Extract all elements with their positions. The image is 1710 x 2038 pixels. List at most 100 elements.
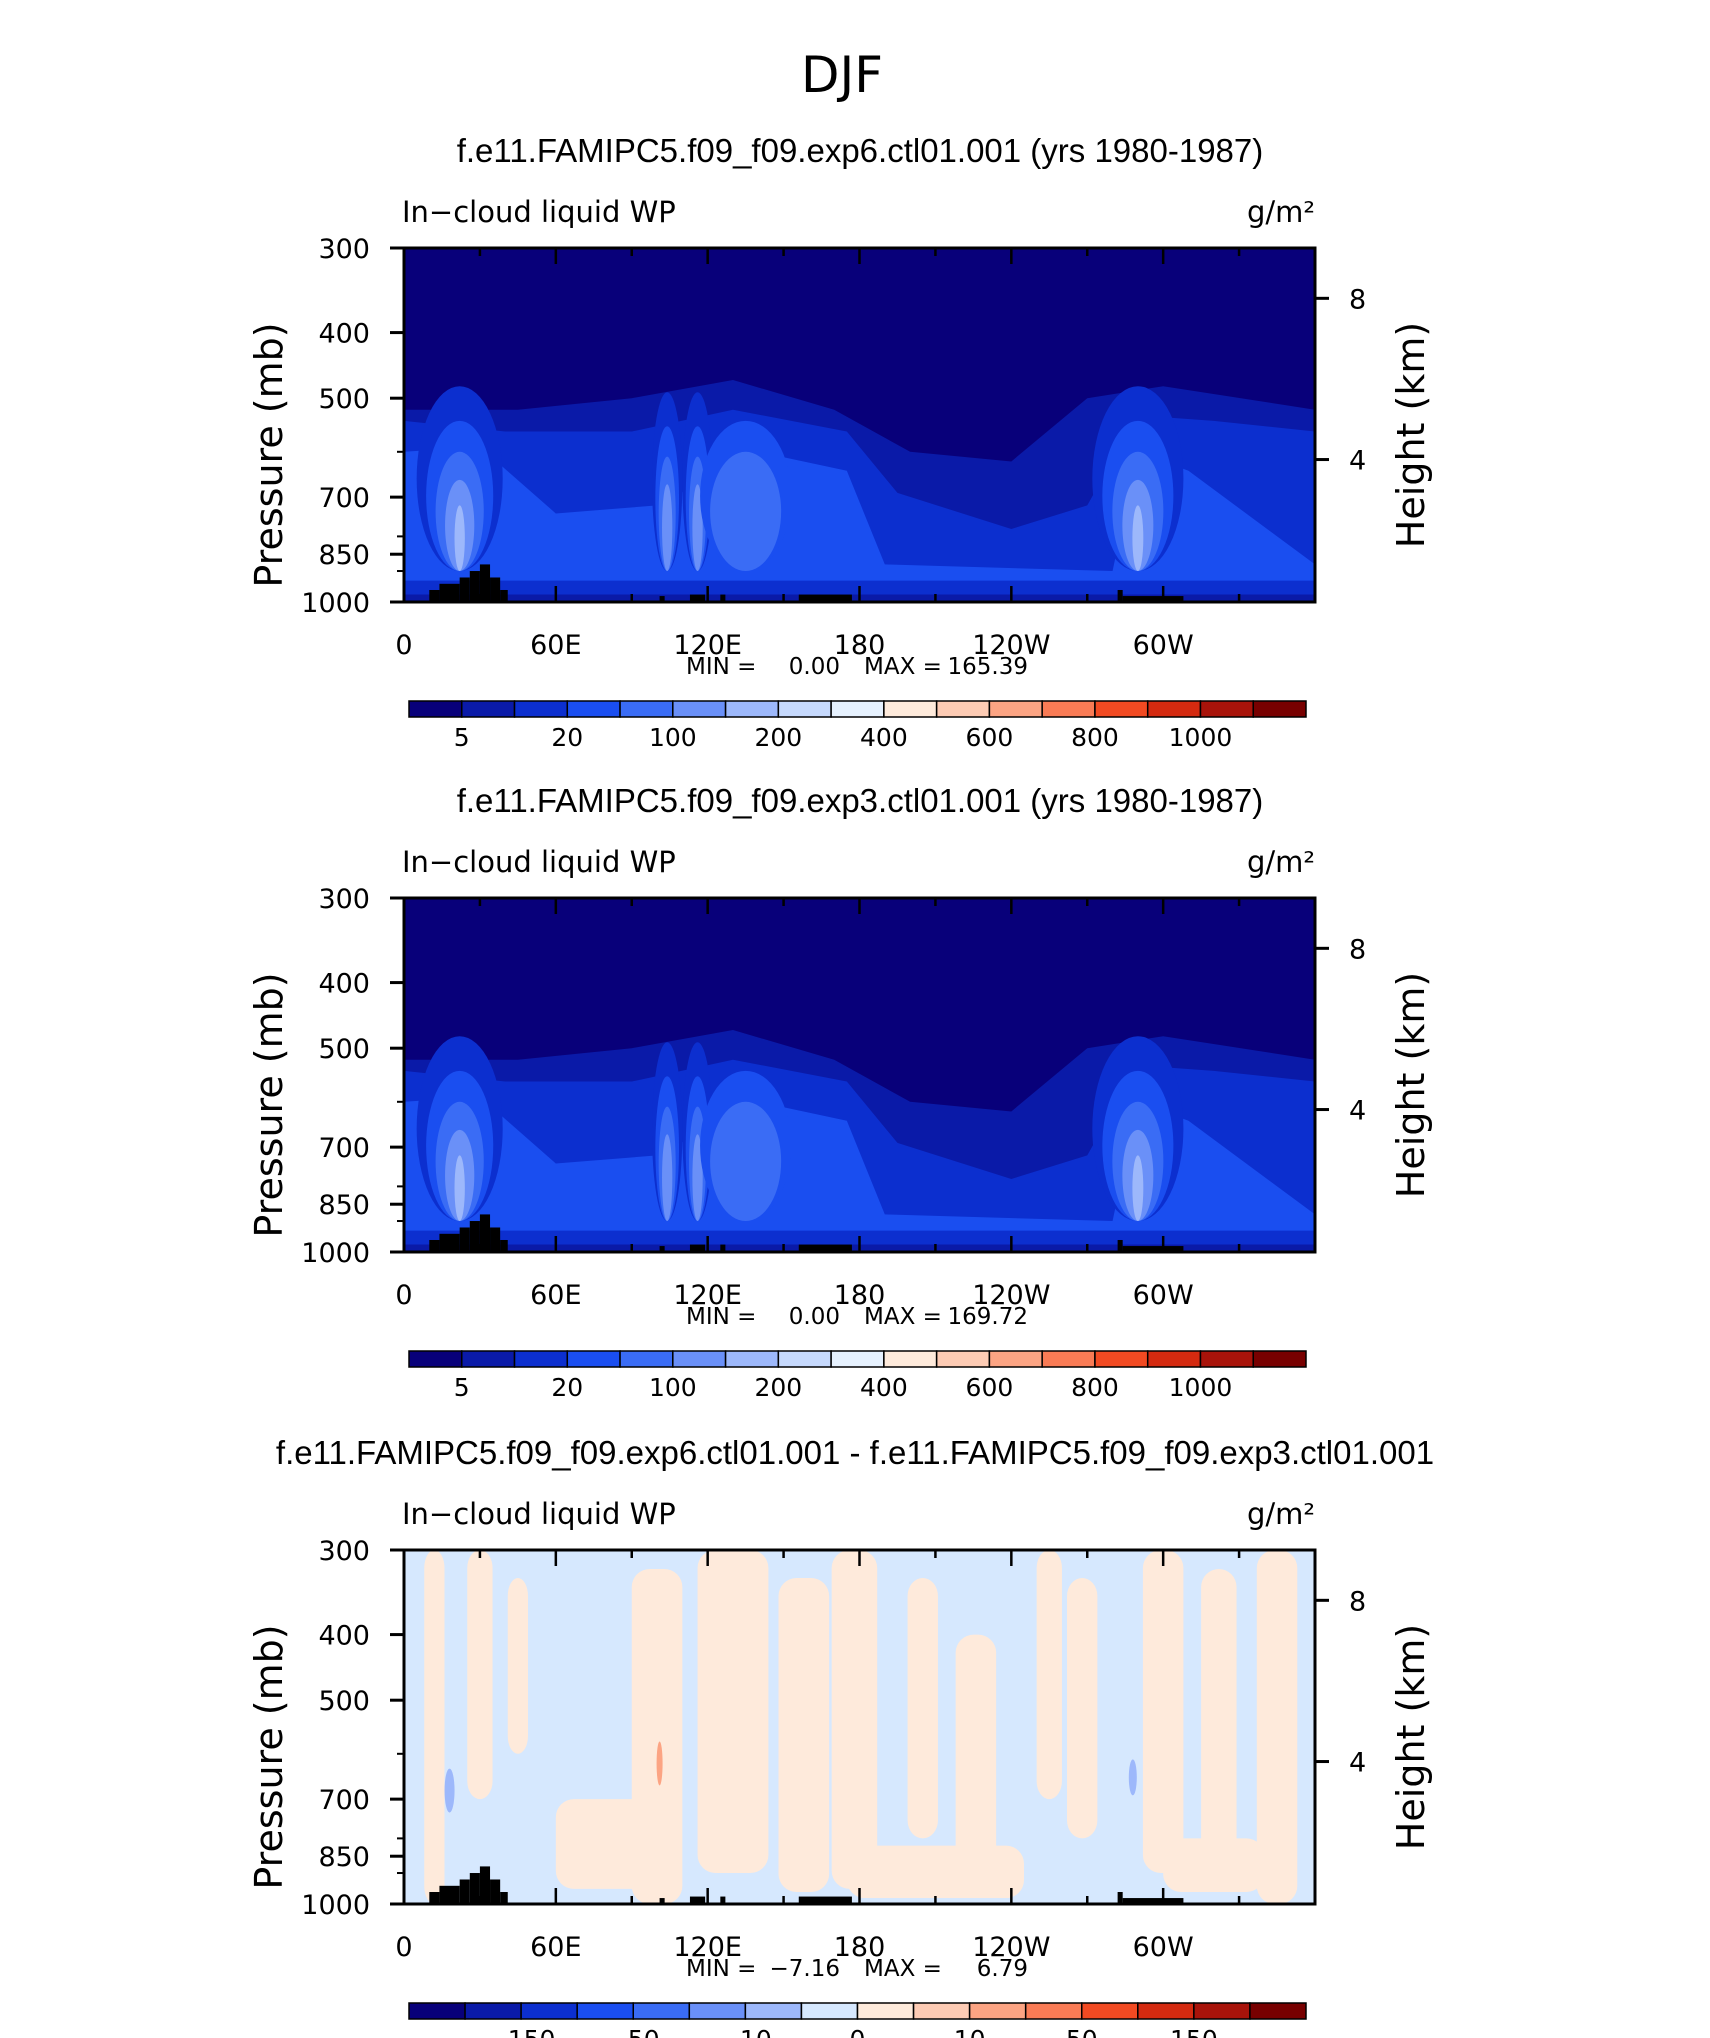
panel-left-label: In−cloud liquid WP bbox=[402, 1497, 676, 1531]
colorbar-swatch bbox=[408, 1350, 463, 1368]
panel-title: f.e11.FAMIPC5.f09_f09.exp3.ctl01.001 (yr… bbox=[457, 782, 1264, 819]
colorbar-swatch bbox=[408, 2002, 466, 2020]
colorbar-swatch bbox=[1137, 2002, 1195, 2020]
contour-field bbox=[404, 898, 1315, 1252]
colorbar-swatch bbox=[619, 1350, 674, 1368]
colorbar-label: 50 bbox=[1066, 2025, 1098, 2038]
convective-towers bbox=[416, 386, 1184, 572]
figure-title: DJF bbox=[801, 46, 883, 104]
low-cloud-layers bbox=[404, 380, 1315, 602]
colorbar-swatch bbox=[576, 2002, 634, 2020]
y-tick-label: 400 bbox=[318, 1621, 370, 1652]
colorbar-swatch bbox=[672, 700, 727, 718]
y-tick-label: 500 bbox=[318, 384, 370, 415]
mountain-block bbox=[720, 1244, 726, 1252]
max-value: 169.72 bbox=[948, 1304, 1028, 1330]
colorbar-swatch bbox=[408, 700, 463, 718]
colorbar-swatch bbox=[566, 1350, 621, 1368]
y-right-tick-label: 8 bbox=[1349, 1586, 1366, 1617]
y-axis-right-title: Height (km) bbox=[1389, 1624, 1433, 1850]
mountain-block bbox=[490, 577, 501, 602]
y-tick-label: 850 bbox=[318, 540, 370, 571]
colorbar-swatch bbox=[912, 2002, 971, 2020]
y-axis-title: Pressure (mb) bbox=[247, 322, 291, 587]
difference-patches bbox=[424, 1550, 1298, 1904]
mountain-block bbox=[720, 1896, 726, 1904]
y-tick-label: 300 bbox=[318, 884, 370, 915]
panel-left-label: In−cloud liquid WP bbox=[402, 195, 676, 229]
colorbar-swatch bbox=[1252, 1350, 1307, 1368]
x-tick-label: 180 bbox=[834, 630, 886, 661]
colorbar-label: 600 bbox=[966, 1373, 1014, 1402]
colorbar-label: 200 bbox=[754, 723, 802, 752]
y-right-tick-label: 8 bbox=[1349, 934, 1366, 965]
colorbar-swatch bbox=[800, 2002, 859, 2020]
mountain-block bbox=[490, 1227, 501, 1252]
panel-units-label: g/m² bbox=[1247, 845, 1315, 879]
mountain-block bbox=[469, 571, 480, 602]
x-tick-label: 180 bbox=[834, 1932, 886, 1963]
colorbar-swatch bbox=[1193, 2002, 1251, 2020]
y-right-tick-label: 4 bbox=[1349, 446, 1366, 477]
mountain-block bbox=[689, 594, 706, 602]
y-axis-title: Pressure (mb) bbox=[247, 972, 291, 1237]
contour-field bbox=[404, 1550, 1315, 1904]
max-value: 6.79 bbox=[977, 1956, 1028, 1982]
colorbar-swatch bbox=[1094, 700, 1149, 718]
colorbar-swatch bbox=[830, 700, 885, 718]
mountain-block bbox=[439, 583, 460, 602]
x-tick-label: 120E bbox=[673, 630, 742, 661]
colorbar-label: 10 bbox=[954, 2025, 986, 2038]
mountain-block bbox=[689, 1244, 706, 1252]
convective-towers bbox=[416, 1036, 1184, 1222]
colorbar-swatch bbox=[461, 700, 516, 718]
panel-3: f.e11.FAMIPC5.f09_f09.exp6.ctl01.001 - f… bbox=[247, 1434, 1434, 2038]
x-tick-label: 120E bbox=[673, 1932, 742, 1963]
panel-title: f.e11.FAMIPC5.f09_f09.exp6.ctl01.001 - f… bbox=[276, 1434, 1434, 1471]
mountain-block bbox=[659, 1246, 665, 1252]
y-tick-label: 850 bbox=[318, 1842, 370, 1873]
y-right-tick-label: 4 bbox=[1349, 1096, 1366, 1127]
min-value: −7.16 bbox=[770, 1956, 840, 1982]
colorbar-swatch bbox=[1249, 2002, 1307, 2020]
colorbar-swatch bbox=[883, 1350, 938, 1368]
mountain-block bbox=[500, 1891, 508, 1904]
y-tick-label: 1000 bbox=[301, 1238, 370, 1269]
min-label: MIN = bbox=[686, 1304, 756, 1330]
x-tick-label: 0 bbox=[395, 1932, 412, 1963]
colorbar-swatch bbox=[830, 1350, 885, 1368]
min-label: MIN = bbox=[686, 1956, 756, 1982]
mountain-block bbox=[459, 1879, 470, 1904]
colorbar-swatch bbox=[1024, 2002, 1083, 2020]
colorbar-swatch bbox=[1041, 1350, 1096, 1368]
x-tick-label: 120W bbox=[972, 1280, 1050, 1311]
colorbar-swatch bbox=[935, 1350, 991, 1368]
mountain-block bbox=[1117, 589, 1123, 602]
colorbar: −150 −50 −10 0 10 50 150 bbox=[408, 2002, 1307, 2038]
mountain-block bbox=[798, 1244, 852, 1252]
colorbar-label: 800 bbox=[1071, 1373, 1119, 1402]
colorbar-swatch bbox=[1199, 700, 1254, 718]
mountain-block bbox=[439, 1885, 460, 1904]
colorbar-swatch bbox=[1146, 1350, 1202, 1368]
topography-mask bbox=[429, 564, 1184, 602]
topography-mask bbox=[429, 1214, 1184, 1252]
x-tick-label: 180 bbox=[834, 1280, 886, 1311]
colorbar-swatch bbox=[883, 700, 938, 718]
mountain-block bbox=[1117, 1239, 1123, 1252]
topography-mask bbox=[429, 1866, 1184, 1904]
y-axis-title: Pressure (mb) bbox=[247, 1624, 291, 1889]
mountain-block bbox=[479, 564, 491, 602]
colorbar-swatch bbox=[619, 700, 674, 718]
panel-2: f.e11.FAMIPC5.f09_f09.exp3.ctl01.001 (yr… bbox=[247, 782, 1433, 1402]
panel-left-label: In−cloud liquid WP bbox=[402, 845, 676, 879]
min-label: MIN = bbox=[686, 654, 756, 680]
y-tick-label: 500 bbox=[318, 1686, 370, 1717]
colorbar-label: 20 bbox=[551, 1373, 583, 1402]
max-label: MAX = bbox=[864, 654, 942, 680]
x-tick-label: 60W bbox=[1133, 630, 1194, 661]
colorbar-swatch bbox=[935, 700, 991, 718]
colorbar-swatch bbox=[513, 700, 569, 718]
mountain-block bbox=[490, 1879, 501, 1904]
